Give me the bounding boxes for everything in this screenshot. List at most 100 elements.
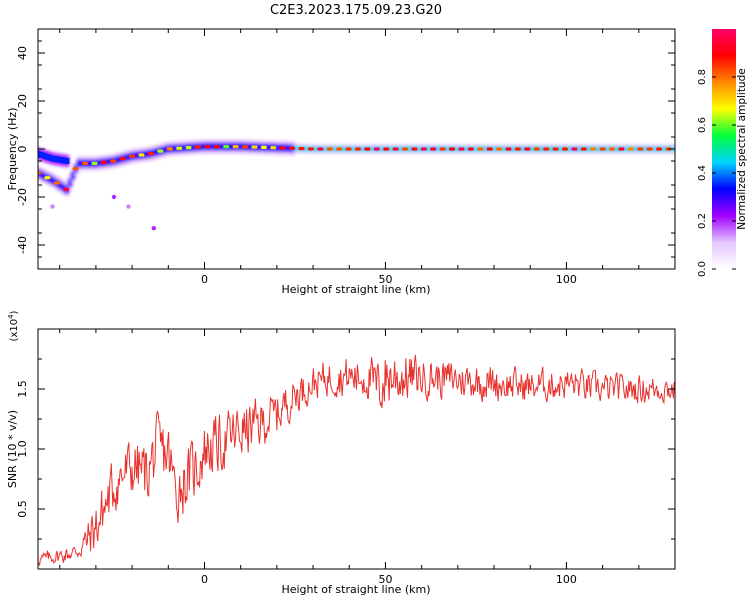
spectrogram-cell [505,147,512,151]
spectrogram-cell [53,181,60,185]
snr-xlabel: Height of straight line (km) [281,583,430,596]
spectrogram-cell [302,146,307,152]
spectrogram-cell [242,145,249,149]
spectrogram-cell [176,146,183,150]
spectrogram-cell [44,176,51,180]
spectrogram-cell [452,146,458,152]
spectrogram-cell [209,142,215,151]
spectrogram-cell [557,146,562,152]
spectrogram-cell [91,161,98,165]
spectrogram-cell [322,146,328,152]
spectrogram-ytick-label: 20 [16,94,29,108]
spectrogram-cell [105,158,110,166]
spectrogram-cell [331,146,336,152]
spectrogram-cell [185,146,192,150]
colorbar-ticks: 0.0 0.2 0.4 0.6 0.8 [697,69,736,277]
figure-title: C2E3.2023.175.09.23.G20 [270,3,442,18]
spectrogram-cell [539,146,545,152]
colorbar-tick-label: 0.4 [697,165,708,181]
spectrogram-cell [354,147,361,151]
spectrogram-cell [326,147,333,151]
spectrogram-cell [119,157,126,161]
spectrogram-cell [637,147,644,151]
spectrogram-cell [172,144,177,153]
spectrogram-cell [270,146,277,150]
spectrogram-cell [289,146,296,150]
spectrogram-cell [88,159,93,168]
snr-frame [37,328,676,570]
spectrogram-cell [383,147,390,151]
spectrogram-cell [154,148,160,156]
colorbar-gradient [712,29,736,269]
spectrogram-cell [496,147,503,151]
spectrogram-cell [293,145,299,151]
spectrogram-cell [279,146,286,150]
spectrogram-cell [533,147,540,151]
spectrogram-cell [317,147,324,151]
spectrogram-cell [232,145,239,149]
spectrogram-cell [59,182,64,190]
spectrogram-point [126,204,131,209]
spectrogram-ticks: 0 50 100 -40 -20 0 20 40 [16,29,676,286]
spectrogram-cell [223,145,230,149]
spectrogram-cell [623,146,629,152]
spectrogram-cell [256,143,261,152]
spectrogram-cell [189,143,194,152]
spectrogram-cell [213,145,220,149]
spectrogram-cell [298,147,305,151]
spectrogram-cell [609,147,616,151]
spectrogram-ytick-label: -20 [16,188,29,206]
spectrogram-cell [641,146,646,152]
spectrogram-cell [194,145,201,149]
spectrogram-cell [661,146,666,152]
spectrogram-cell [493,146,498,152]
snr-ylabel: SNR (10 * v/v) [6,410,19,488]
spectrogram-cell [125,153,131,162]
spectrogram-cell [192,143,197,152]
spectrogram-cell [79,159,84,168]
spectrogram-cell [524,147,531,151]
spectrogram-cell [594,146,600,152]
spectrogram-cell [307,147,314,151]
spectrogram-cell [632,146,637,152]
spectrogram-cell [401,147,408,151]
spectrogram-cell [380,146,386,152]
spectrogram-point [151,226,157,231]
spectrogram-cell [490,146,496,152]
spectrogram-cell [117,155,122,164]
spectrogram-cell [63,187,70,191]
spectrogram-cell [157,149,164,153]
spectrogram-cell [138,153,145,157]
spectrogram-cell [64,158,70,164]
spectrogram-cell [552,147,559,151]
spectrogram-xtick-label: 50 [378,273,392,286]
spectrogram-cell [477,147,484,151]
spectrogram-cell [305,146,310,152]
spectrogram-ylabel: Frequency (Hz) [6,108,19,191]
spectrogram-cell [392,147,399,151]
colorbar: 0.0 0.2 0.4 0.6 0.8 Normalized spectral ampl… [697,29,748,277]
spectrogram-cell [411,147,418,151]
spectrogram-cell [364,147,371,151]
spectrogram-cell [519,146,525,152]
spectrogram-cell [38,170,44,179]
spectrogram-cell [464,146,470,152]
colorbar-tick-label: 0.8 [697,69,708,85]
spectrogram-cell [467,147,474,151]
spectrogram-cell [72,167,79,171]
spectrogram-xtick-label: 100 [556,273,577,286]
spectrogram-cell [56,156,61,163]
snr-xtick-label: 50 [378,573,392,586]
spectrogram-cell [50,155,55,162]
spectrogram-cell [44,153,50,160]
spectrogram-marks [38,139,675,231]
colorbar-tick-label: 0.0 [697,261,708,277]
spectrogram-cell [204,145,211,149]
spectrogram-cell [590,147,597,151]
spectrogram-cell [420,147,427,151]
spectrogram-cell [389,146,394,152]
spectrogram-cell [342,146,348,152]
spectrogram-cell [360,146,365,152]
spectrogram-cell [238,142,244,151]
spectrogram-cell [580,147,587,151]
